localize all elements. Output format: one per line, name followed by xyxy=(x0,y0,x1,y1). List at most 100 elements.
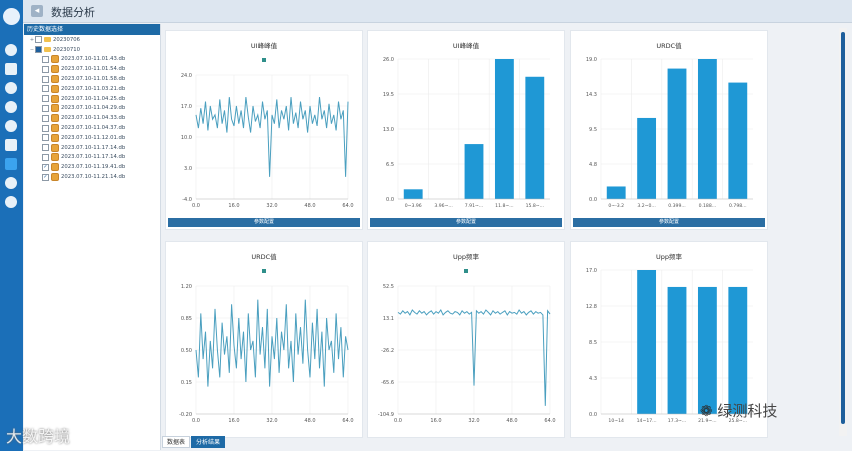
tab-analysis-result[interactable]: 分析结果 xyxy=(191,436,226,448)
database-file-icon xyxy=(51,94,59,103)
bar xyxy=(667,68,687,199)
tree-checkbox[interactable]: ✓ xyxy=(42,173,49,181)
chart-panel: URDC值 0.0 4.8 9.5 14.3 19.0 0~-3.2 3.2~0... 0.39… xyxy=(570,30,768,230)
home-icon[interactable] xyxy=(5,44,17,56)
chart-svg: 0.0 4.8 9.5 14.3 19.0 0~-3.2 3.2~0... 0.399... 0… xyxy=(586,57,753,209)
tree-item[interactable]: 2023.07.10-11.17.14.db xyxy=(24,153,160,163)
series-line xyxy=(195,97,349,177)
tree-item-label: 2023.07.10-11.17.14.db xyxy=(61,154,126,161)
tree-checkbox[interactable] xyxy=(42,124,49,132)
bar xyxy=(667,286,687,414)
tree-item[interactable]: 2023.07.10-11.17.14.db xyxy=(24,143,160,153)
x-tick-label: 15.8~... xyxy=(526,203,544,209)
bar xyxy=(606,186,626,199)
tree-item-label: 2023.07.10-11.04.25.db xyxy=(61,95,126,102)
tree-checkbox[interactable] xyxy=(42,144,49,152)
chart-panel: URDC值 -0.20 0.15 0.50 0.85 1.20 0.0 16.0 32.0 48.… xyxy=(165,241,363,438)
bar xyxy=(525,76,545,199)
x-tick-label: 0.399... xyxy=(668,203,686,209)
bottom-tabs: 数据表 分析结果 xyxy=(162,436,226,448)
tree-item[interactable]: ✓ 2023.07.10-11.19.41.db xyxy=(24,162,160,172)
tree-checkbox[interactable] xyxy=(42,153,49,161)
tree-item-label: 2023.07.10-11.01.58.db xyxy=(61,76,126,83)
tree-item-label: 2023.07.10-11.03.21.db xyxy=(61,85,126,92)
page-title: 数据分析 xyxy=(51,6,95,19)
chart-svg: 0.0 6.5 13.0 19.5 26.0 0~3.96 3.96~... 7.91~...… xyxy=(383,57,550,209)
y-tick-label: -104.9 xyxy=(378,412,394,418)
file-tree: +20230706−20230710 2023.07.10-11.01.43.db… xyxy=(24,35,160,182)
tree-item[interactable]: 2023.07.10-11.01.54.db xyxy=(24,64,160,74)
tree-item[interactable]: 2023.07.10-11.12.01.db xyxy=(24,133,160,143)
tree-checkbox[interactable] xyxy=(42,75,49,83)
tree-item-label: 2023.07.10-11.01.54.db xyxy=(61,66,126,73)
y-tick-label: 17.0 xyxy=(586,268,597,274)
expand-toggle-icon[interactable]: − xyxy=(29,46,35,53)
tree-checkbox[interactable]: ✓ xyxy=(42,163,49,171)
settings-icon[interactable] xyxy=(5,82,17,94)
x-tick-label: 3.2~0... xyxy=(637,203,655,209)
info-icon[interactable] xyxy=(5,196,17,208)
report-icon[interactable] xyxy=(5,139,17,151)
tree-item[interactable]: 2023.07.10-11.01.43.db xyxy=(24,55,160,65)
x-tick-label: 48.0 xyxy=(506,418,517,424)
x-tick-label: 32.0 xyxy=(468,418,479,424)
tree-checkbox[interactable] xyxy=(42,95,49,103)
tree-item-label: 2023.07.10-11.04.29.db xyxy=(61,105,126,112)
y-tick-label: 0.15 xyxy=(181,380,192,386)
tree-item[interactable]: ✓ 2023.07.10-11.21.14.db xyxy=(24,172,160,182)
y-tick-label: 19.5 xyxy=(383,92,394,98)
bar xyxy=(637,117,657,199)
database-file-icon xyxy=(51,114,59,123)
tree-checkbox[interactable] xyxy=(42,85,49,93)
tree-checkbox[interactable] xyxy=(35,36,42,44)
tree-checkbox[interactable] xyxy=(42,55,49,63)
tree-checkbox[interactable] xyxy=(42,65,49,73)
tab-data-table[interactable]: 数据表 xyxy=(162,436,191,448)
tree-item[interactable]: 2023.07.10-11.04.29.db xyxy=(24,104,160,114)
history-sidebar: 历史数据选择 +20230706−20230710 2023.07.10-11.0… xyxy=(24,24,161,450)
nav-rail xyxy=(0,0,23,451)
y-tick-label: 17.0 xyxy=(181,104,192,110)
tree-item[interactable]: +20230706 xyxy=(24,35,160,45)
y-tick-label: 14.3 xyxy=(586,92,597,98)
tree-item[interactable]: 2023.07.10-11.04.25.db xyxy=(24,94,160,104)
bar xyxy=(728,286,748,414)
tree-checkbox[interactable] xyxy=(42,134,49,142)
monitor-icon[interactable] xyxy=(5,63,17,75)
analysis-icon[interactable] xyxy=(5,158,17,170)
record-icon[interactable] xyxy=(5,120,17,132)
scrollbar[interactable] xyxy=(839,28,847,436)
tree-checkbox[interactable] xyxy=(42,114,49,122)
tree-item-label: 2023.07.10-11.19.41.db xyxy=(61,164,126,171)
scrollbar-thumb[interactable] xyxy=(841,32,845,424)
x-tick-label: 7.91~... xyxy=(465,203,483,209)
tree-checkbox[interactable] xyxy=(42,104,49,112)
tree-item[interactable]: 2023.07.10-11.01.58.db xyxy=(24,74,160,84)
watermark-left: 大数跨境 xyxy=(6,427,71,446)
tree-item[interactable]: 2023.07.10-11.04.33.db xyxy=(24,113,160,123)
expand-toggle-icon[interactable]: + xyxy=(29,36,35,43)
chart-title: URDC值 xyxy=(251,253,277,261)
folder-icon xyxy=(44,37,51,43)
search-icon[interactable] xyxy=(5,177,17,189)
tree-item[interactable]: 2023.07.10-11.03.21.db xyxy=(24,84,160,94)
x-tick-label: 0.0 xyxy=(394,418,402,424)
param-config-button[interactable]: 参数配置 xyxy=(573,218,765,227)
chart-title: UI峰峰值 xyxy=(250,42,278,50)
param-config-button[interactable]: 参数配置 xyxy=(370,218,562,227)
series-line xyxy=(195,299,349,387)
tree-checkbox[interactable] xyxy=(35,46,42,54)
bar xyxy=(464,144,484,199)
y-tick-label: 52.5 xyxy=(383,284,394,290)
param-config-button[interactable]: 参数配置 xyxy=(168,218,360,227)
tree-item[interactable]: 2023.07.10-11.04.37.db xyxy=(24,123,160,133)
x-tick-label: 0.0 xyxy=(192,418,200,424)
x-tick-label: 11.8~... xyxy=(495,203,513,209)
chart-svg: -0.20 0.15 0.50 0.85 1.20 0.0 16.0 32.0 48.0 64.0 xyxy=(179,269,354,424)
bar xyxy=(494,59,514,199)
x-tick-label: 21.9~... xyxy=(698,418,716,424)
tree-item[interactable]: − 20230710 xyxy=(24,45,160,55)
database-file-icon xyxy=(51,124,59,133)
tools-icon[interactable] xyxy=(5,101,17,113)
back-icon[interactable]: ◂ xyxy=(31,5,43,17)
